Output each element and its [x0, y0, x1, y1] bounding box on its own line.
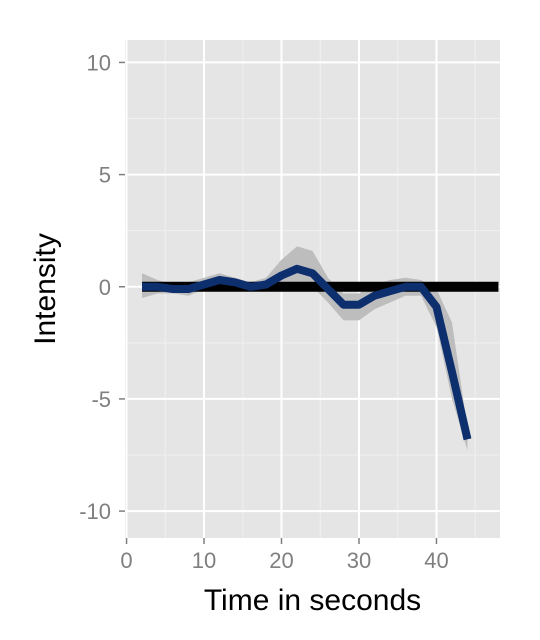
- y-tick-label: -5: [91, 387, 111, 412]
- series-line: [142, 264, 472, 441]
- y-tick-label: 0: [99, 275, 111, 300]
- y-axis-title: Intensity: [29, 233, 62, 345]
- y-axis-ticks: -10 -5 0 5 10: [79, 50, 125, 524]
- x-axis-ticks: 0 10 20 30 40: [120, 538, 449, 573]
- confidence-ribbon: [142, 246, 468, 451]
- x-tick-label: 0: [120, 548, 132, 573]
- y-tick-label: 10: [87, 50, 111, 75]
- series-line-layer: [142, 264, 472, 441]
- x-tick-label: 40: [424, 548, 448, 573]
- y-tick-label: -10: [79, 499, 111, 524]
- x-tick-label: 10: [192, 548, 216, 573]
- x-tick-label: 20: [269, 548, 293, 573]
- confidence-ribbon-layer: [142, 246, 468, 451]
- x-axis-title: Time in seconds: [204, 584, 421, 617]
- x-tick-label: 30: [347, 548, 371, 573]
- y-tick-label: 5: [99, 163, 111, 188]
